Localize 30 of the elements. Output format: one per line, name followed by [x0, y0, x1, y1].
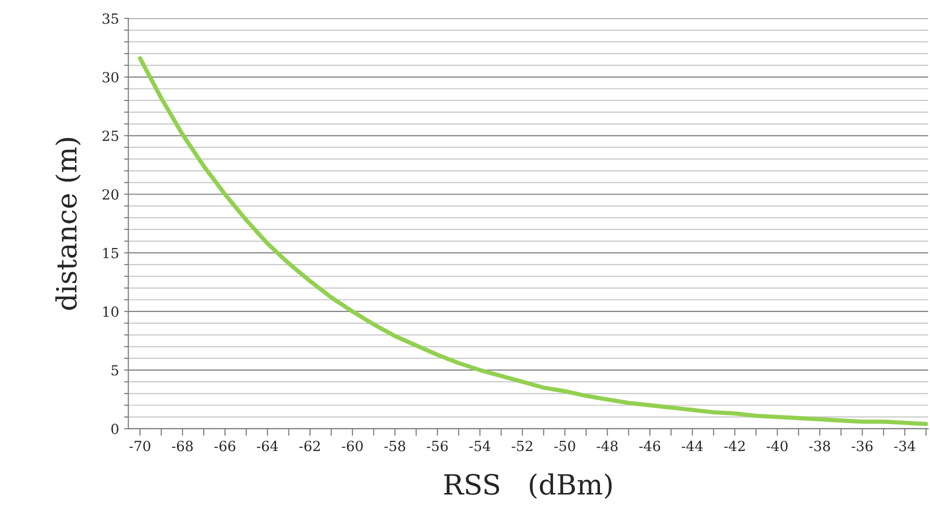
- y-tick-label: 35: [102, 13, 118, 24]
- y-tick-label: 10: [103, 306, 118, 317]
- x-tick-label: -50: [554, 440, 576, 452]
- x-tick-label: -66: [214, 440, 236, 452]
- x-tick-label: -42: [724, 440, 745, 452]
- x-tick-label: -60: [342, 440, 363, 452]
- x-tick-label: -44: [682, 440, 703, 452]
- y-tick-label: 0: [111, 424, 118, 434]
- x-tick-label: -48: [596, 440, 618, 452]
- x-tick-label: -68: [172, 440, 193, 452]
- y-tick-label: 30: [102, 72, 118, 82]
- x-tick-label: -70: [129, 440, 150, 452]
- x-tick-label: -36: [852, 440, 873, 452]
- y-axis-title: distance (m): [55, 138, 81, 310]
- x-tick-label: -64: [256, 440, 278, 452]
- x-tick-label: -40: [766, 440, 788, 452]
- x-tick-label: -58: [384, 440, 406, 452]
- y-tick-label: 5: [112, 365, 118, 376]
- y-tick-label: 15: [103, 248, 118, 258]
- y-tick-label: 20: [102, 189, 118, 200]
- x-tick-label: -34: [894, 440, 916, 452]
- x-tick-label: -52: [512, 440, 532, 452]
- x-tick-label: -62: [299, 440, 320, 452]
- line-series: [138, 56, 928, 426]
- x-axis-title: RSS (dBm): [444, 473, 612, 499]
- x-tick-label: -56: [426, 440, 448, 452]
- x-tick-label: -38: [809, 440, 830, 452]
- y-tick-label: 25: [102, 130, 118, 142]
- x-tick-label: -54: [469, 440, 490, 452]
- x-tick-label: -46: [639, 440, 660, 452]
